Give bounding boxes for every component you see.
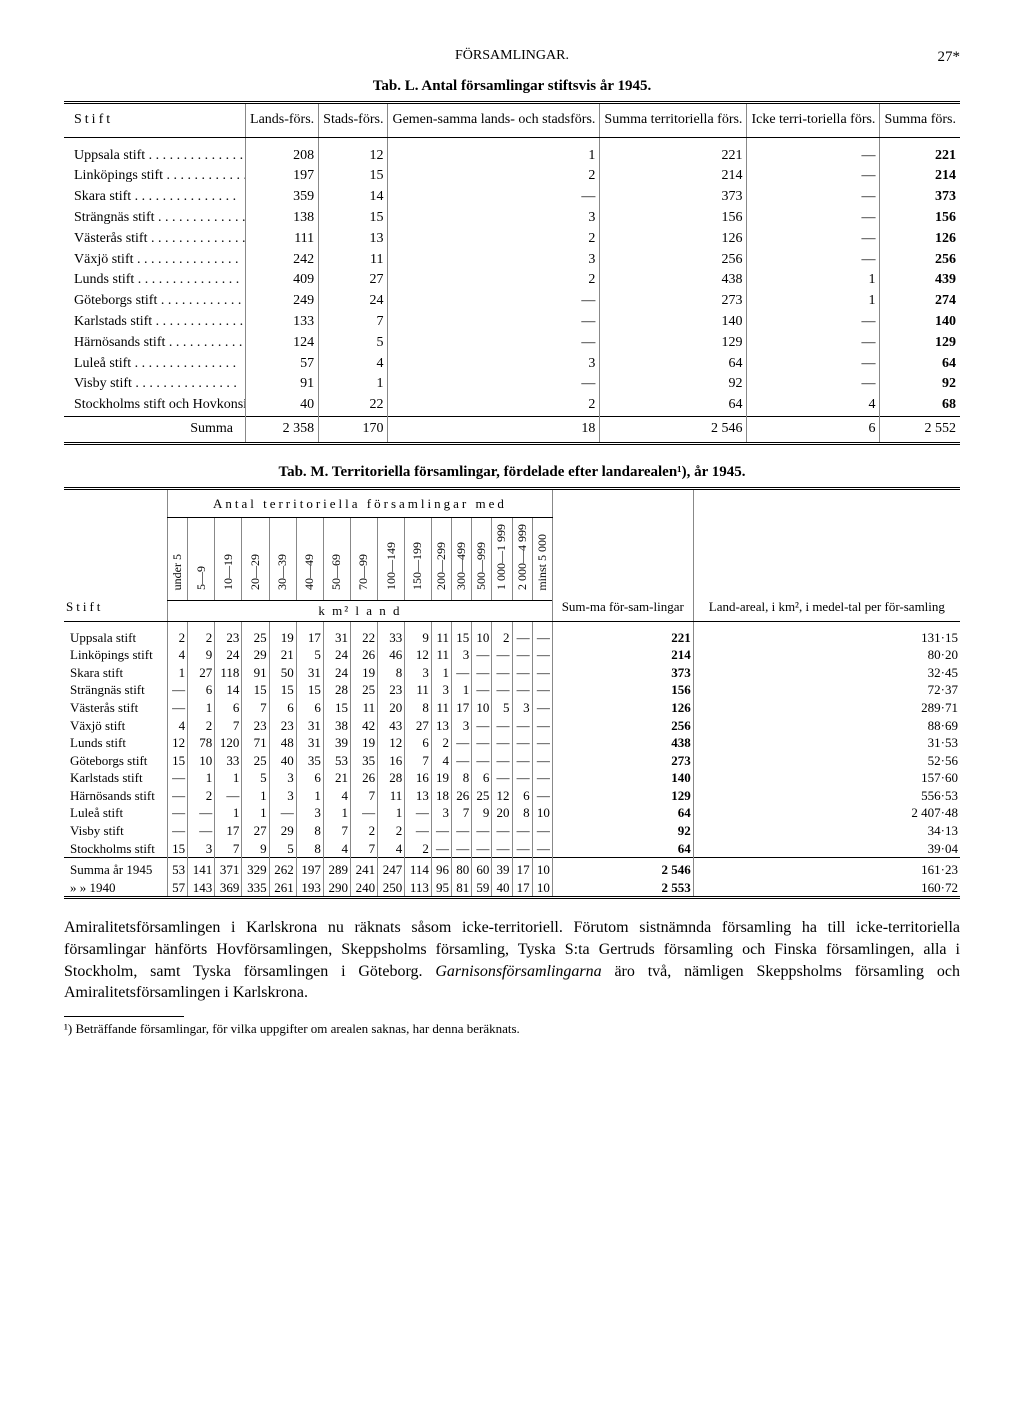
col-area: Land-areal, i km², i medel-tal per för-s… xyxy=(693,488,960,621)
page-number: 27* xyxy=(938,48,961,66)
col-stift: Stift xyxy=(64,102,246,137)
table-row: Linköpings stift . . . . . . . . . . . .… xyxy=(64,166,960,187)
table-row: Luleå stift——11—31—1—37920810642 407·48 xyxy=(64,804,960,822)
col-gemensam: Gemen-samma lands- och stadsförs. xyxy=(388,102,600,137)
running-head: FÖRSAMLINGAR. xyxy=(455,48,569,65)
range-header: 40—49 xyxy=(296,518,323,601)
table-row: Strängnäs stift—6141515152825231131————1… xyxy=(64,681,960,699)
table-row: Härnösands stift . . . . . . . . . . . .… xyxy=(64,333,960,354)
range-header: 70—99 xyxy=(350,518,377,601)
table-row: » » 194057143369335261193290240250113958… xyxy=(64,879,960,898)
table-row: Karlstads stift . . . . . . . . . . . . … xyxy=(64,312,960,333)
table-row: Lunds stift127812071483139191262—————438… xyxy=(64,734,960,752)
range-header: 300—499 xyxy=(452,518,472,601)
table-l-sum-row: Summa2 358170182 54662 552 xyxy=(64,416,960,443)
table-l: Stift Lands-förs. Stads-förs. Gemen-samm… xyxy=(64,101,960,445)
table-row: Stockholms stift och Hovkonsistorium . .… xyxy=(64,395,960,416)
unit-label: k m² l a n d xyxy=(167,600,552,621)
table-m-caption: Tab. M. Territoriella församlingar, förd… xyxy=(64,463,960,481)
range-header: 5—9 xyxy=(188,518,215,601)
range-header: 50—69 xyxy=(323,518,350,601)
col-stift-m: Stift xyxy=(64,488,167,621)
table-row: Uppsala stift222325191731223391115102——2… xyxy=(64,621,960,646)
col-summa-terr: Summa territoriella förs. xyxy=(600,102,747,137)
range-header: 10—19 xyxy=(215,518,242,601)
table-row: Härnösands stift—2—131471113182625126—12… xyxy=(64,787,960,805)
table-row: Stockholms stift15379584742——————6439·04 xyxy=(64,840,960,858)
table-row: Strängnäs stift . . . . . . . . . . . . … xyxy=(64,208,960,229)
table-row: Karlstads stift—11536212628161986———1401… xyxy=(64,769,960,787)
range-header: 150—199 xyxy=(405,518,432,601)
table-row: Göteborgs stift15103325403553351674—————… xyxy=(64,752,960,770)
table-row: Växjö stift . . . . . . . . . . . . . . … xyxy=(64,250,960,271)
table-row: Luleå stift . . . . . . . . . . . . . . … xyxy=(64,354,960,375)
col-lands: Lands-förs. xyxy=(246,102,319,137)
table-row: Skara stift1271189150312419831—————37332… xyxy=(64,664,960,682)
table-row: Uppsala stift . . . . . . . . . . . . . … xyxy=(64,137,960,166)
table-row: Linköpings stift49242921524264612113————… xyxy=(64,646,960,664)
table-l-caption: Tab. L. Antal församlingar stiftsvis år … xyxy=(64,77,960,95)
table-m: Stift Antal territoriella församlingar m… xyxy=(64,487,960,900)
col-icke-terr: Icke terri-toriella förs. xyxy=(747,102,880,137)
footnote: ¹) Beträffande församlingar, för vilka u… xyxy=(64,1021,960,1037)
range-header: 20—29 xyxy=(242,518,269,601)
table-row: Västerås stift . . . . . . . . . . . . .… xyxy=(64,229,960,250)
col-sum: Sum-ma för-sam-lingar xyxy=(552,488,693,621)
body-text: Amiralitetsförsamlingen i Karlskrona nu … xyxy=(64,917,960,1003)
span-header: Antal territoriella församlingar med xyxy=(167,488,552,518)
table-row: Västerås stift—16766151120811171053—1262… xyxy=(64,699,960,717)
table-row: Skara stift . . . . . . . . . . . . . . … xyxy=(64,187,960,208)
range-header: 100—149 xyxy=(378,518,405,601)
table-row: Summa år 1945531413713292621972892412471… xyxy=(64,858,960,879)
col-summa: Summa förs. xyxy=(880,102,960,137)
footnote-rule xyxy=(64,1016,184,1017)
range-header: under 5 xyxy=(167,518,187,601)
table-row: Lunds stift . . . . . . . . . . . . . . … xyxy=(64,270,960,291)
range-header: 2 000—4 999 xyxy=(512,518,532,601)
table-row: Visby stift . . . . . . . . . . . . . . … xyxy=(64,374,960,395)
page-header: FÖRSAMLINGAR. 27* xyxy=(64,48,960,65)
range-header: 500—999 xyxy=(472,518,492,601)
table-row: Växjö stift42723233138424327133————25688… xyxy=(64,717,960,735)
table-row: Visby stift——1727298722———————9234·13 xyxy=(64,822,960,840)
table-row: Göteborgs stift . . . . . . . . . . . . … xyxy=(64,291,960,312)
range-header: minst 5 000 xyxy=(532,518,552,601)
range-header: 1 000—1 999 xyxy=(492,518,512,601)
range-header: 200—299 xyxy=(431,518,451,601)
range-header: 30—39 xyxy=(269,518,296,601)
col-stads: Stads-förs. xyxy=(319,102,388,137)
